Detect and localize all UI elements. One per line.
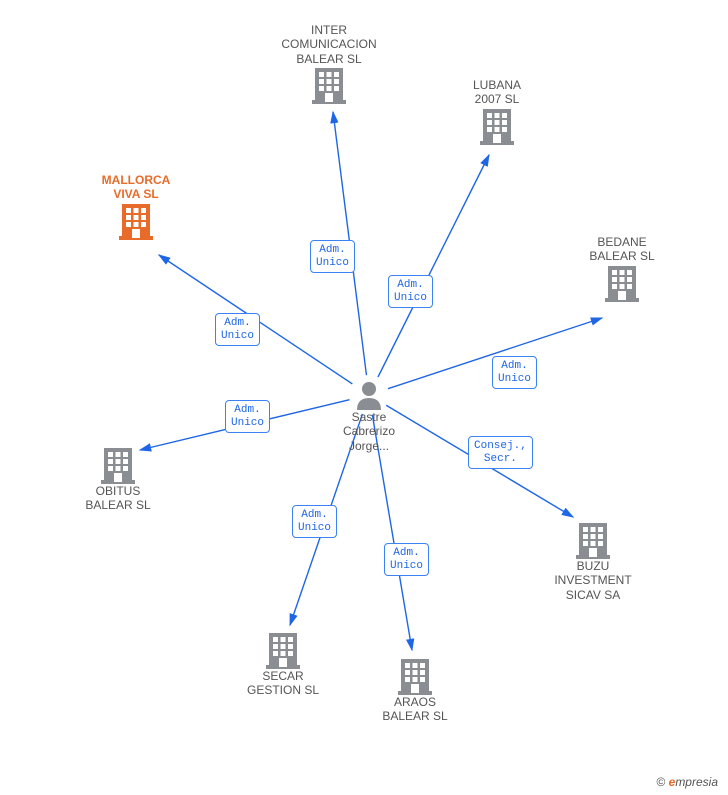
company-node-lubana[interactable]: LUBANA2007 SL [437, 78, 557, 145]
person-node[interactable]: SastreCabrerizoJorge... [324, 380, 414, 453]
company-node-secar[interactable]: SECARGESTION SL [223, 631, 343, 698]
copyright: © empresia [656, 775, 718, 789]
edge-label: Adm. Unico [492, 356, 537, 389]
company-node-buzu[interactable]: BUZUINVESTMENTSICAV SA [533, 521, 653, 602]
edge-label: Adm. Unico [310, 240, 355, 273]
edge-label: Consej., Secr. [468, 436, 533, 469]
edge-label: Adm. Unico [384, 543, 429, 576]
person-label: SastreCabrerizoJorge... [324, 410, 414, 453]
edge-label: Adm. Unico [215, 313, 260, 346]
company-node-obitus[interactable]: OBITUSBALEAR SL [58, 446, 178, 513]
edge-line [378, 155, 489, 377]
edge-label: Adm. Unico [388, 275, 433, 308]
company-node-bedane[interactable]: BEDANEBALEAR SL [562, 235, 682, 302]
company-label: SECARGESTION SL [223, 669, 343, 698]
company-label: OBITUSBALEAR SL [58, 484, 178, 513]
company-node-inter[interactable]: INTERCOMUNICACIONBALEAR SL [269, 23, 389, 104]
copyright-symbol: © [656, 775, 665, 789]
company-label: BUZUINVESTMENTSICAV SA [533, 559, 653, 602]
company-label: BEDANEBALEAR SL [562, 235, 682, 264]
company-node-mallorca[interactable]: MALLORCAVIVA SL [76, 173, 196, 240]
company-label: LUBANA2007 SL [437, 78, 557, 107]
company-label: ARAOSBALEAR SL [355, 695, 475, 724]
company-label: MALLORCAVIVA SL [76, 173, 196, 202]
edge-label: Adm. Unico [292, 505, 337, 538]
brand-rest: mpresia [675, 775, 718, 789]
company-node-araos[interactable]: ARAOSBALEAR SL [355, 657, 475, 724]
edge-label: Adm. Unico [225, 400, 270, 433]
company-label: INTERCOMUNICACIONBALEAR SL [269, 23, 389, 66]
